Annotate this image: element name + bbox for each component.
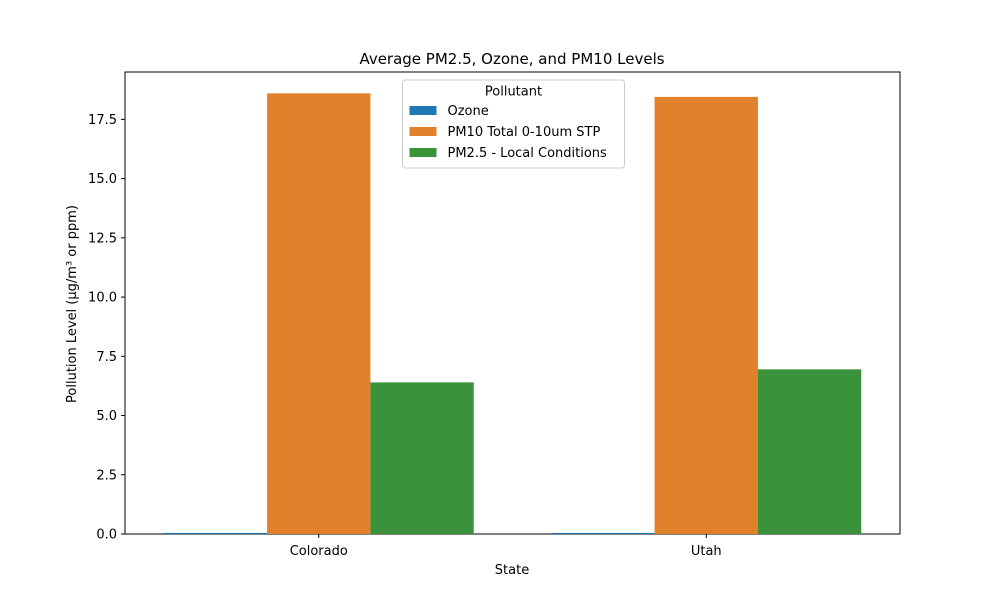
y-tick-label: 7.5 xyxy=(96,350,117,365)
bar-pm2-5-local-conditions-utah xyxy=(757,369,862,534)
y-tick-label: 17.5 xyxy=(88,113,117,128)
x-axis: Colorado Utah xyxy=(290,534,722,559)
bar-pm2-5-local-conditions-colorado xyxy=(370,382,474,534)
legend-label: PM10 Total 0-10um STP xyxy=(448,125,601,140)
chart-title: Average PM2.5, Ozone, and PM10 Levels xyxy=(359,50,664,68)
legend-frame xyxy=(402,79,625,169)
bar-pm10-total-0-10um-stp-colorado xyxy=(267,93,371,535)
legend-swatch xyxy=(409,127,437,136)
legend-label: PM2.5 - Local Conditions xyxy=(448,146,608,161)
legend: Pollutant Ozone PM10 Total 0-10um STP PM2.5… xyxy=(402,79,625,169)
x-axis-label: State xyxy=(495,563,529,578)
y-tick-label: 12.5 xyxy=(88,231,117,246)
y-tick-label: 5.0 xyxy=(96,409,117,424)
bars xyxy=(163,93,862,535)
y-tick-label: 2.5 xyxy=(96,468,117,483)
x-tick-label: Utah xyxy=(691,544,722,559)
x-tick-label: Colorado xyxy=(290,544,348,559)
legend-label: Ozone xyxy=(448,104,489,119)
y-tick-label: 10.0 xyxy=(88,291,117,306)
legend-swatch xyxy=(409,148,437,157)
plot-area xyxy=(124,71,901,535)
legend-swatch xyxy=(409,106,437,115)
plot-frame xyxy=(124,71,901,535)
y-tick-label: 0.0 xyxy=(96,528,117,543)
y-tick-label: 15.0 xyxy=(88,172,117,187)
legend-title: Pollutant xyxy=(485,85,542,100)
y-axis-label: Pollution Level (µg/m³ or ppm) xyxy=(65,205,80,403)
bar-pm10-total-0-10um-stp-utah xyxy=(654,96,758,534)
bar-ozone-utah xyxy=(551,532,655,534)
y-axis: 0.0 2.5 5.0 7.5 10.0 12.5 15.0 17.5 xyxy=(88,113,125,543)
bar-ozone-colorado xyxy=(163,532,268,534)
